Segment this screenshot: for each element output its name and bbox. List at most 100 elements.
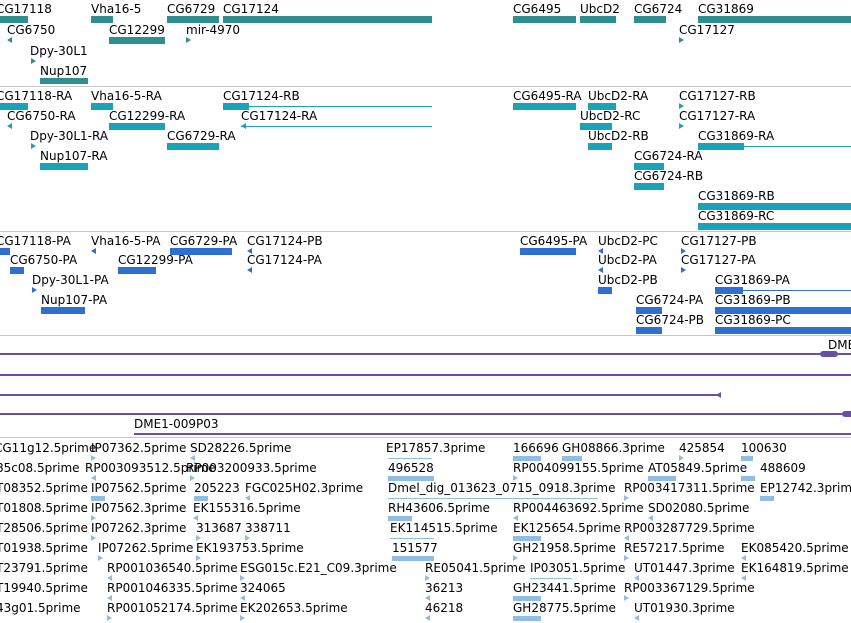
est-feature[interactable] xyxy=(194,496,208,501)
est-label[interactable]: 324065 xyxy=(240,581,286,595)
est-label[interactable]: SD28226.5prime xyxy=(190,441,292,455)
protein-label[interactable]: CG6495-PA xyxy=(520,234,588,248)
protein-label[interactable]: CG6729-PA xyxy=(170,234,238,248)
est-label[interactable]: AT05849.5prime xyxy=(648,461,748,475)
transcript-feature[interactable] xyxy=(7,123,12,129)
transcript-label[interactable]: CG17118-RA xyxy=(0,89,73,103)
transcript-label[interactable]: CG17127-RA xyxy=(679,109,756,123)
protein-feature[interactable] xyxy=(10,267,24,274)
est-label[interactable]: RP001036540.5prime xyxy=(107,561,238,575)
gene-label[interactable]: CG6495 xyxy=(513,2,562,16)
gene-label[interactable]: CG17124 xyxy=(223,2,279,16)
protein-feature[interactable] xyxy=(681,267,686,273)
gene-label[interactable]: CG6750 xyxy=(7,23,56,37)
transcript-label[interactable]: UbcD2-RA xyxy=(588,89,649,103)
contig-feature[interactable] xyxy=(0,374,851,376)
protein-feature[interactable] xyxy=(636,307,662,314)
protein-feature[interactable] xyxy=(91,248,96,254)
est-feature[interactable] xyxy=(91,455,96,461)
est-label[interactable]: EP17857.3prime xyxy=(386,441,486,455)
transcript-label[interactable]: CG6729-RA xyxy=(167,129,236,143)
protein-label[interactable]: CG17127-PA xyxy=(681,253,756,267)
est-label[interactable]: 205223 xyxy=(194,481,240,495)
protein-feature[interactable] xyxy=(247,248,252,254)
est-label[interactable]: IP07262.5prime xyxy=(98,541,194,555)
protein-feature[interactable] xyxy=(598,248,603,254)
transcript-label[interactable]: CG31869-RC xyxy=(698,209,775,223)
est-label[interactable]: IP07562.3prime xyxy=(91,501,187,515)
protein-feature[interactable] xyxy=(0,248,10,255)
est-label[interactable]: EK114515.5prime xyxy=(390,521,498,535)
est-label[interactable]: RE05041.5prime xyxy=(425,561,526,575)
gene-feature[interactable] xyxy=(186,37,191,43)
est-label[interactable]: GH23441.5prime xyxy=(513,581,616,595)
gene-feature[interactable] xyxy=(679,37,684,43)
est-feature[interactable] xyxy=(624,495,629,501)
est-label[interactable]: IP03051.5prime xyxy=(530,561,626,575)
protein-feature[interactable] xyxy=(32,287,37,293)
est-label[interactable]: 43g01.5prime xyxy=(0,601,81,615)
est-feature[interactable] xyxy=(741,575,746,581)
transcript-feature[interactable] xyxy=(40,163,88,170)
gene-label[interactable]: UbcD2 xyxy=(580,2,620,16)
est-label[interactable]: RP001046335.5prime xyxy=(107,581,238,595)
est-label[interactable]: IP07362.5prime xyxy=(91,441,187,455)
contig-feature[interactable] xyxy=(134,433,851,435)
protein-label[interactable]: CG17124-PB xyxy=(247,234,323,248)
protein-label[interactable]: UbcD2-PA xyxy=(598,253,657,267)
est-feature[interactable] xyxy=(425,615,430,621)
est-feature[interactable] xyxy=(530,578,572,579)
gene-label[interactable]: mir-4970 xyxy=(186,23,241,37)
est-label[interactable]: Dmel_dig_013623_0715_0918.3prime xyxy=(388,481,616,495)
protein-feature[interactable] xyxy=(715,287,743,294)
protein-label[interactable]: CG6724-PB xyxy=(636,313,705,327)
est-label[interactable]: T01938.5prime xyxy=(0,541,88,555)
est-feature[interactable] xyxy=(388,476,434,481)
gene-label[interactable]: CG31869 xyxy=(698,2,754,16)
transcript-feature[interactable] xyxy=(0,103,28,110)
gene-feature[interactable] xyxy=(167,16,219,23)
gene-feature[interactable] xyxy=(580,16,616,23)
protein-label[interactable]: Vha16-5-PA xyxy=(91,234,161,248)
protein-label[interactable]: CG17124-PA xyxy=(247,253,322,267)
transcript-feature[interactable] xyxy=(634,163,664,170)
transcript-feature[interactable] xyxy=(580,123,612,130)
est-label[interactable]: 100630 xyxy=(741,441,787,455)
est-label[interactable]: UT01930.3prime xyxy=(634,601,735,615)
est-feature[interactable] xyxy=(513,475,518,481)
gene-label[interactable]: Nup107 xyxy=(40,64,88,78)
transcript-label[interactable]: CG6724-RA xyxy=(634,149,703,163)
est-feature[interactable] xyxy=(190,475,195,481)
protein-feature[interactable] xyxy=(715,307,851,314)
transcript-feature[interactable] xyxy=(223,103,249,110)
gene-feature[interactable] xyxy=(31,58,36,64)
protein-feature[interactable] xyxy=(598,287,612,294)
protein-label[interactable]: CG31869-PA xyxy=(715,273,790,287)
contig-feature[interactable] xyxy=(820,351,838,357)
est-label[interactable]: EK193753.5prime xyxy=(196,541,304,555)
est-feature[interactable] xyxy=(240,595,245,601)
est-feature[interactable] xyxy=(513,596,541,601)
est-label[interactable]: 313687 xyxy=(196,521,242,535)
est-feature[interactable] xyxy=(741,456,753,461)
transcript-feature[interactable] xyxy=(109,123,165,130)
est-feature[interactable] xyxy=(245,535,250,541)
est-label[interactable]: ESG015c.E21_C09.3prime xyxy=(240,561,397,575)
est-label[interactable]: GH21958.5prime xyxy=(513,541,616,555)
est-feature[interactable] xyxy=(91,535,96,541)
est-feature[interactable] xyxy=(388,458,432,459)
est-label[interactable]: 488609 xyxy=(760,461,806,475)
est-feature[interactable] xyxy=(388,516,412,521)
transcript-label[interactable]: Nup107-RA xyxy=(40,149,108,163)
est-label[interactable]: IP07262.3prime xyxy=(91,521,187,535)
est-label[interactable]: FGC025H02.3prime xyxy=(245,481,364,495)
transcript-label[interactable]: CG17124-RA xyxy=(241,109,318,123)
transcript-label[interactable]: Vha16-5-RA xyxy=(91,89,162,103)
est-feature[interactable] xyxy=(624,595,629,601)
gene-label[interactable]: CG6729 xyxy=(167,2,216,16)
est-feature[interactable] xyxy=(624,555,629,561)
protein-label[interactable]: Dpy-30L1-PA xyxy=(32,273,109,287)
protein-feature[interactable] xyxy=(520,248,576,255)
est-label[interactable]: T01808.5prime xyxy=(0,501,88,515)
contig-label[interactable]: DME xyxy=(828,338,851,352)
